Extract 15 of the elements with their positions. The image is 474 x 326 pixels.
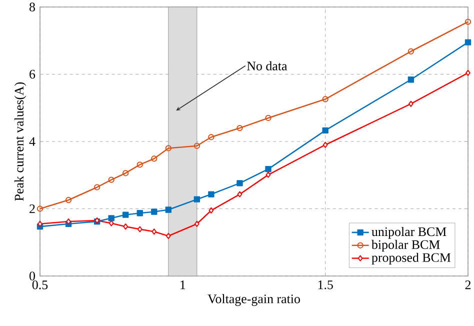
y-tick-label: 2 <box>30 204 35 214</box>
legend-label: bipolar BCM <box>371 240 440 252</box>
y-tick-label: 8 <box>30 2 35 12</box>
y-tick-label: 4 <box>29 137 36 146</box>
x-axis-title: Voltage-gain ratio <box>208 294 300 306</box>
y-tick-label: 0 <box>30 272 35 280</box>
x-tick-label: 2 <box>465 280 471 290</box>
annotation: No data <box>247 61 288 70</box>
y-tick-label: 6 <box>30 70 36 79</box>
y-axis-title: Peak current values(A) <box>14 82 26 201</box>
x-tick-label: 1.5 <box>318 280 333 290</box>
legend-label: unipolar BCM <box>372 226 446 239</box>
legend-label: proposed BCM <box>372 252 451 265</box>
x-tick-label: 1 <box>180 280 186 290</box>
x-tick-label: 0.5 <box>32 280 48 290</box>
